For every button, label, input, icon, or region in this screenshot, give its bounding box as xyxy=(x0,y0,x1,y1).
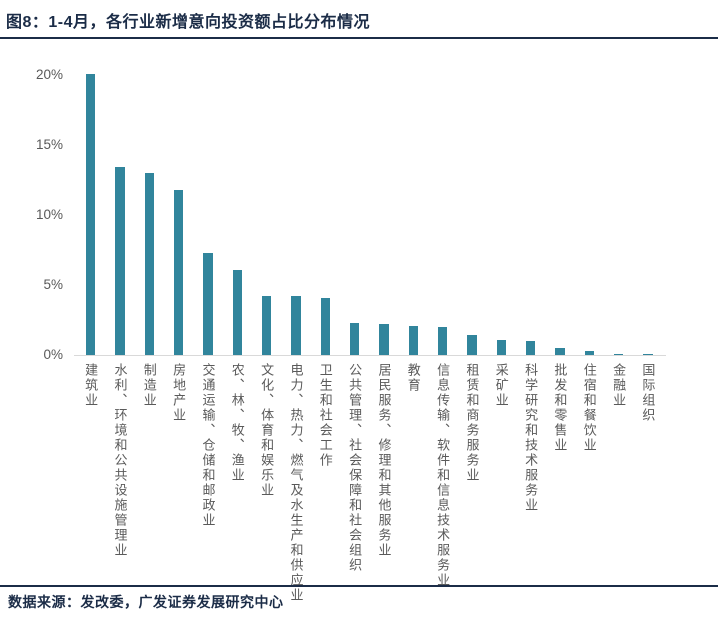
bar xyxy=(467,335,477,355)
x-axis-category-label: 建筑业 xyxy=(83,363,99,408)
bar xyxy=(437,327,448,355)
bar xyxy=(232,269,242,355)
bar xyxy=(173,189,184,355)
bar xyxy=(144,173,154,355)
x-axis-category-label: 批发和零售业 xyxy=(552,363,568,453)
x-axis-category-label: 住宿和餐饮业 xyxy=(581,363,597,453)
bar xyxy=(379,324,389,355)
x-axis-category-label: 房地产业 xyxy=(171,363,187,423)
x-axis-category-label: 公共管理、社会保障和社会组织 xyxy=(347,363,363,573)
x-axis-category-label: 电力、热力、燃气及水生产和供应业 xyxy=(288,363,304,603)
y-axis-tick-label: 20% xyxy=(35,67,63,82)
x-axis-category-label: 制造业 xyxy=(141,363,157,408)
bar xyxy=(555,348,565,355)
bar xyxy=(320,297,330,355)
x-axis-category-label: 居民服务、修理和其他服务业 xyxy=(376,363,392,558)
data-source-note: 数据来源：发改委，广发证券发展研究中心 xyxy=(8,594,284,610)
x-axis-category-label: 科学研究和技术服务业 xyxy=(523,363,539,513)
x-axis-category-label: 信息传输、软件和信息技术服务业 xyxy=(435,363,451,588)
y-axis-tick-label: 0% xyxy=(43,347,63,362)
x-axis-category-label: 金融业 xyxy=(611,363,627,408)
x-axis-category-label: 租赁和商务服务业 xyxy=(464,363,480,483)
bar xyxy=(525,341,536,355)
x-axis-category-label: 交通运输、仓储和邮政业 xyxy=(200,363,216,528)
bar-chart: 0% 5% 10% 15% 20% 建筑业 水利、环境和公共设施管理业 制造业 房地产业 交通运输… xyxy=(35,67,666,603)
bar xyxy=(261,296,272,355)
x-axis-category-label: 采矿业 xyxy=(493,363,509,408)
bar xyxy=(584,350,594,355)
bar xyxy=(496,339,506,355)
x-axis-category-label: 文化、体育和娱乐业 xyxy=(259,363,275,498)
x-axis-line xyxy=(74,354,666,356)
bar xyxy=(291,296,301,355)
x-axis-category-label: 卫生和社会工作 xyxy=(317,363,333,468)
bar xyxy=(643,353,653,355)
y-axis-tick-label: 5% xyxy=(43,277,63,292)
bar xyxy=(349,322,360,355)
x-axis-category-label: 水利、环境和公共设施管理业 xyxy=(112,363,128,558)
y-axis-tick-label: 15% xyxy=(35,137,63,152)
x-axis-category-label: 国际组织 xyxy=(640,363,656,423)
bar xyxy=(613,353,624,355)
figure-title: 图8：1-4月，各行业新增意向投资额占比分布情况 xyxy=(6,14,371,31)
footer-divider-line xyxy=(0,585,718,587)
x-axis-category-label: 教育 xyxy=(405,363,421,393)
x-axis-category-label: 农、林、牧、渔业 xyxy=(229,363,245,483)
bar xyxy=(408,325,418,355)
title-divider-line xyxy=(0,37,718,39)
bar xyxy=(115,167,125,355)
bar xyxy=(203,252,213,355)
y-axis-tick-label: 10% xyxy=(35,207,63,222)
bar xyxy=(86,73,96,355)
